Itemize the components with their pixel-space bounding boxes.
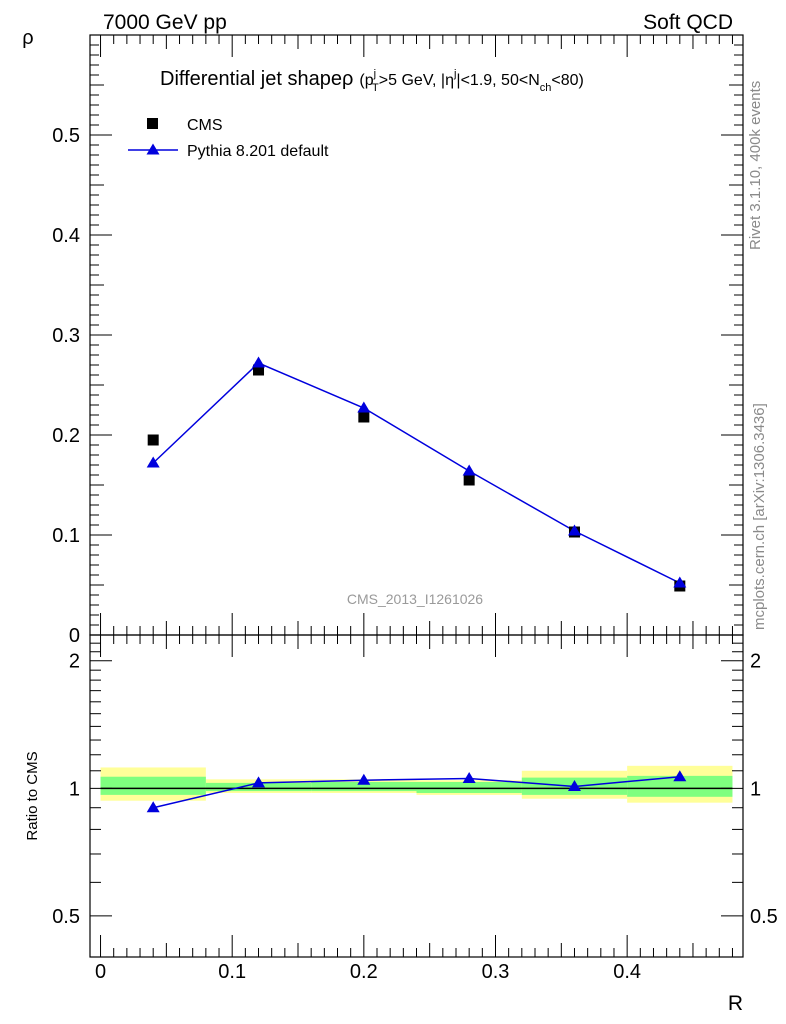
- ratio-bands: [100, 765, 733, 803]
- source-label: mcplots.cern.ch [arXiv:1306.3436]: [751, 403, 768, 630]
- uncertainty-band-inner: [100, 776, 206, 795]
- legend-label-mc: Pythia 8.201 default: [187, 143, 329, 160]
- x-tick-label: 0.1: [218, 961, 246, 983]
- rivet-label: Rivet 3.1.10, 400k events: [747, 81, 764, 250]
- ratio-ylabel: Ratio to CMS: [24, 751, 41, 840]
- uncertainty-band-inner: [416, 781, 522, 793]
- mc-line: [152, 362, 681, 584]
- main-title: Differential jet shapeρ (pj T>5 GeV, |ηj|<…: [160, 68, 584, 94]
- legend-label-cms: CMS: [187, 117, 223, 134]
- mc-point: [462, 464, 476, 476]
- title-cuts: (pj T>5 GeV, |ηj|<1.9, 50<Nch<80): [359, 68, 583, 94]
- header-left: 7000 GeV pp: [103, 11, 227, 34]
- mc-point: [146, 456, 160, 468]
- ratio-y-tick-label-left: 2: [69, 651, 80, 673]
- ratio-y-tick-label-right: 1: [750, 778, 761, 800]
- mc-point: [252, 356, 266, 368]
- ratio-mc-point: [146, 801, 160, 813]
- x-tick-label: 0.3: [482, 961, 510, 983]
- ratio-marks: [146, 770, 687, 813]
- ratio-yticks: 0.5 0.5 1 1 2 2: [52, 642, 778, 928]
- y-tick-label: 0.2: [52, 425, 80, 447]
- main-xticks: [100, 35, 733, 635]
- ratio-y-tick-label-right: 2: [750, 651, 761, 673]
- y-tick-label: 0: [69, 625, 80, 647]
- ratio-mc-point: [567, 779, 581, 791]
- ratio-mc-point: [357, 773, 371, 785]
- ratio-mc-point: [673, 770, 687, 782]
- y-tick-label: 0.5: [52, 125, 80, 147]
- ratio-mc-point: [462, 771, 476, 783]
- ratio-y-tick-label-right: 0.5: [750, 906, 778, 928]
- x-tick-label: 0: [95, 961, 106, 983]
- y-tick-label: 0.1: [52, 525, 80, 547]
- main-ylabel: ρ: [22, 27, 33, 49]
- main-panel: ρ Differential jet shapeρ (pj T>5 GeV, |ηj…: [22, 27, 744, 647]
- cms-point: [463, 474, 475, 486]
- uncertainty-band-inner: [627, 775, 733, 797]
- cms-point: [253, 364, 265, 376]
- ratio-mc-line: [153, 775, 680, 809]
- y-tick-label: 0.3: [52, 325, 80, 347]
- x-tick-label: 0.2: [350, 961, 378, 983]
- ratio-xlabel: R: [728, 992, 743, 1015]
- mc-point: [357, 401, 371, 413]
- cms-point: [358, 411, 370, 423]
- title-main: Differential jet shape: [160, 68, 342, 90]
- x-tick-label: 0.4: [613, 961, 641, 983]
- mc-point: [673, 576, 687, 588]
- mc-point: [567, 524, 581, 536]
- cms-point: [147, 434, 159, 446]
- main-marks: [146, 356, 687, 592]
- legend: CMS Pythia 8.201 default: [128, 117, 329, 160]
- uncertainty-band-inner: [311, 781, 417, 792]
- title-rho: ρ: [342, 68, 353, 90]
- watermark: CMS_2013_I1261026: [347, 591, 483, 607]
- ratio-xticks: 0 0.1 0.2 0.3 0.4: [95, 635, 733, 983]
- header-right: Soft QCD: [643, 11, 733, 34]
- y-tick-label: 0.4: [52, 225, 80, 247]
- legend-marker-mc: [146, 143, 160, 155]
- ratio-y-tick-label-left: 0.5: [52, 906, 80, 928]
- ratio-mc-point: [252, 776, 266, 788]
- main-yticks: 0 0.1 0.2 0.3 0.4 0.5: [52, 34, 743, 647]
- legend-marker-cms: [147, 118, 158, 129]
- ratio-panel: Ratio to CMS 0.5 0.5 1 1 2 2 0 0.1 0.2 0.3 0.4 R: [24, 634, 778, 1015]
- ratio-y-tick-label-left: 1: [69, 778, 80, 800]
